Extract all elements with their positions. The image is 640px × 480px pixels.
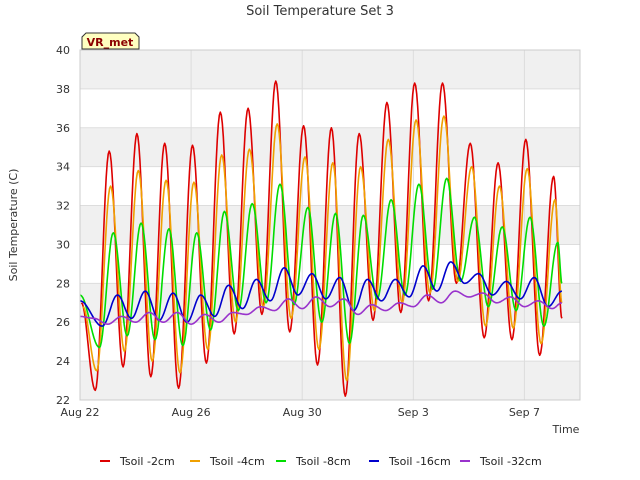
y-tick-label: 24 (56, 355, 70, 368)
plot-frame (79, 49, 581, 401)
series-line (79, 261, 563, 327)
badge-shape (81, 32, 140, 50)
plot-band (80, 50, 580, 89)
legend-label: Tsoil -2cm (119, 455, 175, 468)
series-layer (79, 80, 563, 397)
series-line (80, 290, 563, 325)
legend: Tsoil -2cm Tsoil -4cm Tsoil -8cm Tsoil -16c… (100, 455, 542, 468)
y-tick-label: 36 (56, 122, 70, 135)
y-tick-label: 30 (56, 238, 70, 251)
plot-band (80, 205, 580, 245)
x-axis-label: Time (552, 423, 580, 436)
x-axis-ticks: Aug 22 Aug 26 Aug 30 Sep 3 Sep 7 (61, 406, 541, 419)
badge-text: VR_met (87, 36, 134, 49)
x-tick-label: Aug 22 (61, 406, 100, 419)
x-tick-label: Aug 30 (283, 406, 322, 419)
y-tick-label: 34 (56, 161, 70, 174)
legend-label: Tsoil -4cm (209, 455, 265, 468)
station-badge: VR_met (81, 32, 140, 50)
y-axis-ticks: 22 24 26 28 30 32 34 36 38 40 (56, 44, 70, 407)
legend-label: Tsoil -16cm (388, 455, 451, 468)
x-tick-label: Sep 7 (509, 406, 540, 419)
legend-label: Tsoil -32cm (479, 455, 542, 468)
series-line (79, 177, 563, 349)
y-tick-label: 26 (56, 316, 70, 329)
y-tick-label: 40 (56, 44, 70, 57)
y-tick-label: 28 (56, 277, 70, 290)
x-tick-label: Aug 26 (172, 406, 211, 419)
plot-band (80, 361, 580, 400)
y-tick-label: 22 (56, 394, 70, 407)
y-tick-label: 32 (56, 200, 70, 213)
series-line (82, 115, 563, 382)
x-tick-label: Sep 3 (398, 406, 429, 419)
legend-label: Tsoil -8cm (295, 455, 351, 468)
y-tick-label: 38 (56, 83, 70, 96)
y-axis-label: Soil Temperature (C) (7, 169, 20, 282)
chart-title: Soil Temperature Set 3 (246, 4, 394, 19)
